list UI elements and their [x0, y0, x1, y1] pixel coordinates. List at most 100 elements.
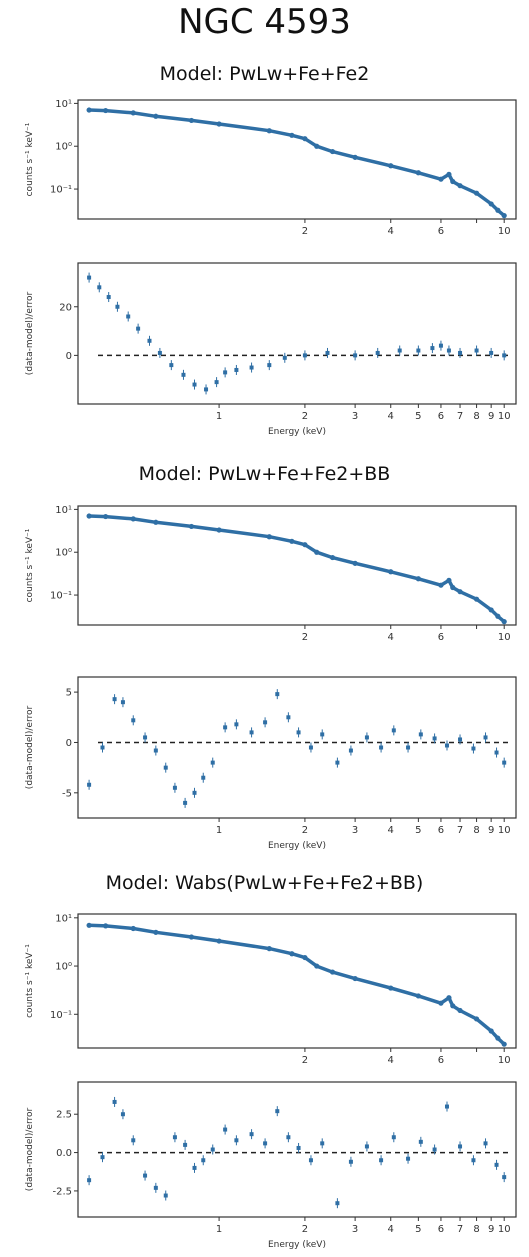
y-tick-label: 20 — [59, 302, 72, 313]
spectrum-point — [266, 946, 272, 952]
residual-point — [204, 387, 209, 392]
y-tick-label: -5 — [62, 788, 72, 799]
spectrum-point — [103, 107, 109, 114]
x-tick-label: 4 — [388, 825, 394, 836]
residual-point — [471, 746, 476, 751]
residual-point — [87, 782, 92, 787]
residual-point — [325, 350, 330, 355]
residual-point — [172, 785, 177, 790]
residual-point — [397, 348, 402, 353]
residual-point — [223, 370, 228, 375]
residual-point — [483, 1141, 488, 1146]
x-tick-label: 8 — [473, 825, 479, 836]
spectrum-point — [438, 582, 444, 588]
residual-point — [249, 365, 254, 370]
residual-point — [192, 382, 197, 387]
residual-point — [353, 353, 358, 358]
spectrum-line — [89, 514, 506, 623]
residual-point — [172, 1135, 177, 1140]
spectrum-point — [153, 519, 159, 525]
x-tick-label: 6 — [438, 825, 444, 836]
model-title-1: Model: PwLw+Fe+Fe2 — [159, 63, 370, 85]
spectrum-point — [329, 554, 336, 561]
x-tick-label: 6 — [438, 411, 444, 422]
plot-frame — [77, 676, 517, 819]
residual-point — [131, 718, 136, 723]
residual-point — [320, 732, 325, 737]
residual-point — [183, 1142, 188, 1147]
residual-point — [163, 765, 168, 770]
residual-point — [446, 348, 451, 353]
residual-point — [308, 1158, 313, 1163]
x-tick-label: 6 — [438, 632, 444, 643]
spectrum-point — [473, 1016, 480, 1022]
spectrum-point — [457, 589, 463, 595]
spectrum-point — [473, 190, 480, 196]
spectrum-line — [89, 923, 506, 1046]
residual-point — [157, 350, 162, 355]
residual-point — [87, 1178, 92, 1183]
residual-point — [494, 750, 499, 755]
residual-point — [131, 1138, 136, 1143]
plot-frame — [77, 262, 517, 405]
x-tick-label: 7 — [457, 411, 463, 422]
plot-frame — [77, 913, 517, 1049]
spectrum-point — [446, 577, 452, 583]
plot-frame — [77, 505, 517, 626]
residual-point — [489, 350, 494, 355]
spectrum-point — [329, 969, 336, 975]
residual-point — [364, 735, 369, 740]
x-tick-label: 5 — [415, 825, 421, 836]
spectrum-point — [352, 154, 358, 160]
x-tick-label: 10 — [498, 1224, 511, 1235]
x-axis-label: Energy (keV) — [268, 427, 326, 437]
residual-point — [379, 1158, 384, 1163]
residual-point — [214, 380, 219, 385]
residual-point — [153, 748, 158, 753]
residual-point — [418, 1139, 423, 1144]
residual-point — [126, 314, 131, 319]
residual-point — [181, 372, 186, 377]
spectrum-point — [501, 619, 507, 625]
residual-point — [120, 1112, 125, 1117]
plot-frame — [77, 99, 517, 220]
spectrum-point — [289, 132, 295, 138]
residual-point — [502, 760, 507, 765]
spectrum-point — [415, 170, 421, 176]
residual-point — [112, 1099, 117, 1104]
residual-point — [502, 353, 507, 358]
spectrum-point — [495, 207, 501, 213]
x-tick-label: 2 — [302, 411, 308, 422]
spectrum-point — [388, 985, 394, 991]
residual-panel-1: 20 0 1 2 3 4 5 6 7 8 9 10 (data-model)/error Energy (… — [25, 262, 517, 437]
y-tick-label: 5 — [66, 688, 72, 699]
y-axis-label: (data-model)/error — [25, 292, 35, 376]
x-tick-label: 3 — [352, 1224, 358, 1235]
residual-point — [286, 1135, 291, 1140]
y-tick-label: 10⁰ — [55, 962, 72, 973]
residual-point — [432, 736, 437, 741]
x-tick-label: 4 — [388, 1055, 394, 1066]
x-tick-label: 6 — [438, 226, 444, 237]
y-axis-label: counts s⁻¹ keV⁻¹ — [25, 944, 35, 1018]
residual-point — [418, 732, 423, 737]
x-tick-label: 7 — [457, 1224, 463, 1235]
spectrum-point — [289, 538, 295, 544]
residual-point — [432, 1147, 437, 1152]
residual-point — [87, 275, 92, 280]
x-tick-label: 5 — [415, 411, 421, 422]
x-tick-label: 6 — [438, 1055, 444, 1066]
residual-point — [286, 715, 291, 720]
y-axis-label: counts s⁻¹ keV⁻¹ — [25, 122, 35, 196]
spectrum-point — [457, 1007, 463, 1014]
spectrum-panel-2: 10¹ 10⁰ 10⁻¹ 2 4 6 10 counts s⁻¹ keV⁻¹ — [25, 505, 517, 643]
x-tick-label: 6 — [438, 1224, 444, 1235]
residual-point — [375, 350, 380, 355]
spectrum-point — [450, 178, 456, 185]
residual-point — [275, 692, 280, 697]
x-tick-label: 5 — [415, 1224, 421, 1235]
spectrum-point — [86, 513, 92, 519]
x-tick-label: 2 — [302, 226, 308, 237]
spectrum-point — [314, 963, 320, 969]
spectrum-point — [130, 110, 136, 116]
